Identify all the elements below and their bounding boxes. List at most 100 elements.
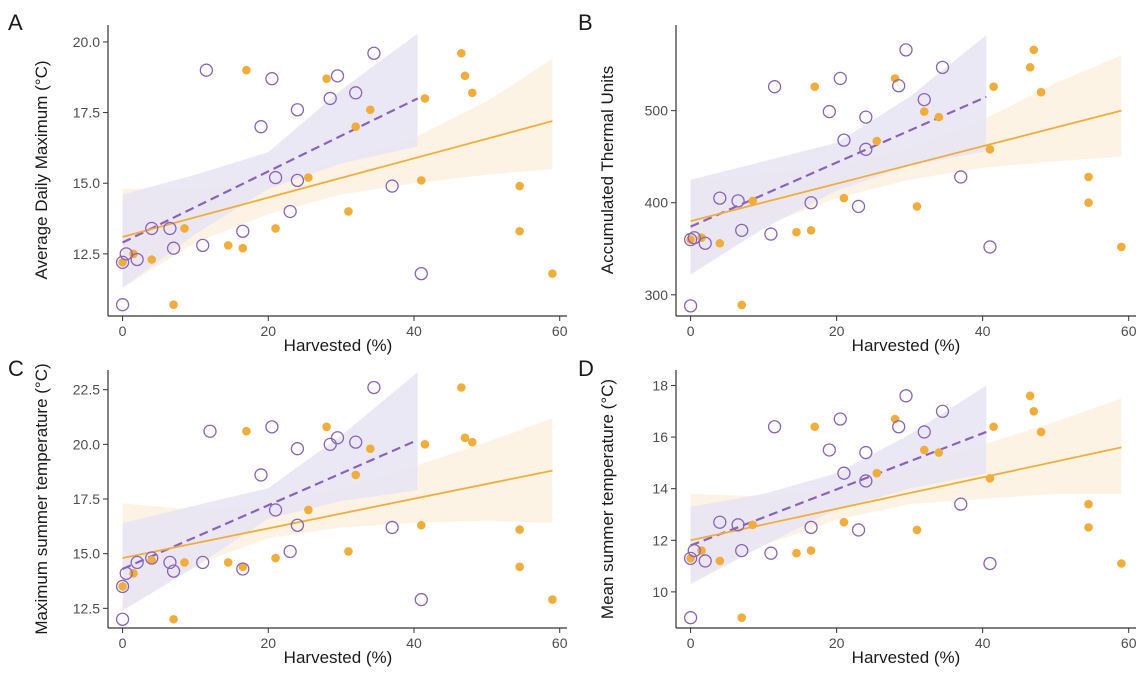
point-harvested xyxy=(919,445,929,455)
point-harvested xyxy=(515,562,524,572)
point-unharvested xyxy=(683,611,698,625)
x-tick-label: 0 xyxy=(687,323,695,339)
y-axis-title: Average Daily Maximum (°C) xyxy=(32,60,51,279)
point-unharvested xyxy=(899,43,913,57)
point-harvested xyxy=(169,614,178,624)
point-harvested xyxy=(715,238,725,248)
panel-b: 0 20 40 60 300 400 500 Harvested (%) Accumulated… xyxy=(578,10,1137,355)
point-harvested xyxy=(919,107,929,116)
point-harvested xyxy=(223,241,233,250)
confidence-band-unharvested xyxy=(690,385,987,585)
point-unharvested xyxy=(130,555,144,570)
point-harvested xyxy=(1029,45,1039,55)
point-harvested xyxy=(365,444,375,454)
point-harvested xyxy=(872,136,882,146)
plot-area xyxy=(122,33,553,288)
point-unharvested xyxy=(236,562,250,576)
y-tick-label: 300 xyxy=(645,287,669,303)
confidence-band-harvested xyxy=(122,58,553,288)
point-harvested xyxy=(515,181,524,191)
fit-line-harvested xyxy=(690,109,1122,223)
point-unharvested xyxy=(385,179,399,193)
confidence-band-unharvested xyxy=(122,372,418,611)
point-unharvested xyxy=(199,63,214,77)
fit-line-unharvested xyxy=(690,430,987,547)
point-unharvested xyxy=(323,91,337,106)
point-harvested xyxy=(697,546,706,555)
point-unharvested xyxy=(837,133,851,147)
x-tick-label: 40 xyxy=(406,635,422,651)
point-unharvested xyxy=(954,170,968,184)
fit-line-harvested xyxy=(122,120,553,238)
y-tick-label: 20.0 xyxy=(73,34,100,50)
point-harvested xyxy=(304,505,313,515)
y-tick-label: 15.0 xyxy=(73,175,100,191)
point-harvested xyxy=(457,48,466,58)
point-unharvested xyxy=(833,412,847,426)
point-unharvested xyxy=(698,236,712,250)
point-unharvested xyxy=(859,110,873,124)
point-harvested xyxy=(985,145,995,154)
point-unharvested xyxy=(833,71,847,86)
point-harvested xyxy=(810,82,820,91)
point-unharvested xyxy=(349,86,363,100)
point-unharvested xyxy=(892,79,906,93)
x-tick-label: 20 xyxy=(260,323,276,339)
y-tick-label: 17.5 xyxy=(73,491,100,507)
point-unharvested xyxy=(698,554,712,568)
y-tick-label: 500 xyxy=(645,103,669,119)
point-harvested xyxy=(304,173,313,182)
point-harvested xyxy=(548,269,557,278)
x-tick-label: 0 xyxy=(119,323,127,339)
fit-line-harvested xyxy=(122,469,553,559)
point-unharvested xyxy=(163,555,177,570)
y-axis-title: Maximum summer temperature (°C) xyxy=(32,363,51,634)
point-harvested xyxy=(1084,172,1093,182)
point-unharvested xyxy=(822,104,836,119)
point-unharvested xyxy=(163,221,177,236)
panel-letter: A xyxy=(8,10,23,35)
point-unharvested xyxy=(899,389,913,403)
point-unharvested xyxy=(713,191,727,205)
y-tick-label: 15.0 xyxy=(73,546,100,562)
point-unharvested xyxy=(166,241,181,255)
point-harvested xyxy=(365,105,375,115)
point-unharvested xyxy=(804,196,818,210)
point-harvested xyxy=(180,224,189,233)
point-unharvested xyxy=(145,221,159,236)
point-unharvested xyxy=(330,69,345,83)
y-tick-label: 400 xyxy=(645,195,669,211)
point-unharvested xyxy=(196,555,210,570)
point-harvested xyxy=(1029,406,1039,416)
point-harvested xyxy=(467,88,477,98)
point-unharvested xyxy=(367,380,381,395)
point-harvested xyxy=(792,227,801,237)
point-unharvested xyxy=(935,60,950,75)
x-tick-label: 20 xyxy=(829,323,845,339)
point-harvested xyxy=(322,422,331,432)
point-unharvested xyxy=(196,238,210,253)
point-harvested xyxy=(420,94,430,103)
point-harvested xyxy=(1036,427,1046,437)
point-unharvested xyxy=(290,442,305,456)
point-unharvested xyxy=(236,224,250,238)
point-unharvested xyxy=(954,497,968,511)
point-harvested xyxy=(223,558,233,567)
point-unharvested xyxy=(917,425,931,439)
point-unharvested xyxy=(983,556,997,571)
point-unharvested xyxy=(764,227,778,241)
fit-line-harvested xyxy=(690,446,1122,542)
point-harvested xyxy=(322,74,331,83)
panel-a: 0 20 40 60 12.5 15.0 17.5 20.0 Harvested (%) Aver… xyxy=(8,10,568,355)
point-unharvested xyxy=(859,445,873,460)
point-harvested xyxy=(748,520,757,530)
point-unharvested xyxy=(687,231,701,245)
point-harvested xyxy=(238,562,248,572)
panel-letter: B xyxy=(578,10,593,35)
x-tick-label: 40 xyxy=(975,635,991,651)
point-unharvested xyxy=(917,92,931,107)
point-harvested xyxy=(169,300,178,309)
point-harvested xyxy=(548,595,557,604)
point-harvested xyxy=(147,555,157,565)
point-harvested xyxy=(1036,87,1046,97)
